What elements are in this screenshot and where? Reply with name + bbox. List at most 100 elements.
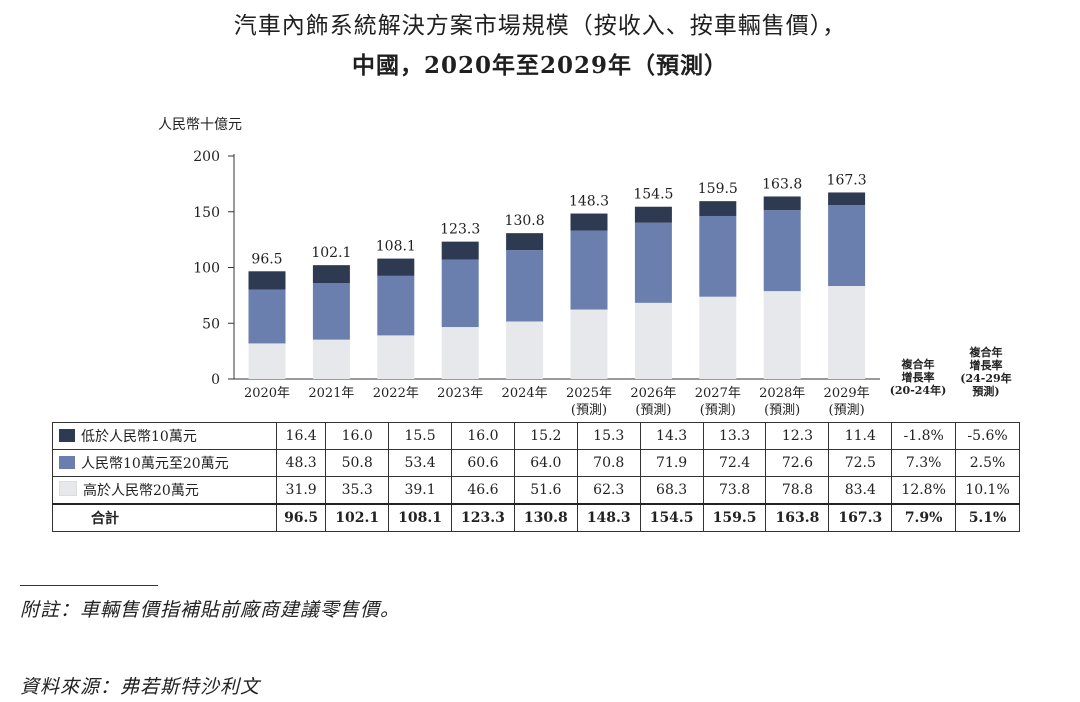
total-label-1: 102.1 [311,245,351,261]
cagr-cell-2: 2.5% [955,449,1020,477]
bar-segment-1-9 [828,205,866,287]
table-cell-1: 102.1 [325,503,390,532]
table-cell-9: 83.4 [828,476,893,505]
table-cell-0: 16.4 [275,422,327,450]
table-cell-6: 71.9 [639,449,704,477]
table-cell-5: 15.3 [576,422,641,450]
chart-title-line1: 汽車內飾系統解決方案市場規模（按收入、按車輛售價）， [233,13,847,39]
stacked-bar-chart: 0 50 100 150 200 96.5 2020年 102.1 2021年 108.1 2022… [193,149,880,418]
footnote-rule [20,585,158,586]
bar-segment-2-3 [441,241,479,260]
table-cell-1: 16.0 [325,422,390,450]
cagr-header-2024-2029-line-1: 複合年 [969,346,1003,359]
bar-segment-1-1 [312,282,350,340]
total-label-9: 167.3 [827,172,867,188]
bar-segment-0-6 [634,302,672,379]
total-label-5: 148.3 [569,194,609,210]
cagr-header-2020-2024: 複合年 增長率 (20-24年) [882,358,954,397]
legend-swatch [59,456,75,469]
y-axis-unit-label: 人民幣十億元 [158,117,242,133]
cagr-cell-2: -5.6% [955,422,1020,450]
cagr-header-2024-2029-line-3: (24-29年 [960,372,1012,385]
table-cell-4: 51.6 [513,476,578,505]
bar-segment-0-3 [441,327,479,379]
legend-swatch [59,429,75,442]
bar-segment-2-1 [312,265,350,283]
chart-title-line2: 中國，2020年至2029年（預測） [351,52,729,79]
row-label-text: 人民幣10萬元至20萬元 [81,456,229,472]
row-label: 低於人民幣10萬元 [52,422,277,450]
table-cell-3: 16.0 [451,422,515,450]
table-cell-7: 159.5 [702,503,767,532]
total-label-6: 154.5 [633,187,673,203]
table-row: 人民幣10萬元至20萬元 48.3 50.8 53.4 60.6 64.0 70.8 71.9… [52,449,1020,477]
bar-segment-1-3 [441,259,479,328]
bar-segment-0-8 [763,291,801,379]
table-cell-2: 15.5 [388,422,453,450]
y-tick-label-0: 0 [211,372,220,388]
table-cell-3: 60.6 [451,449,515,477]
x-tick-sublabel-9: (預測) [829,403,865,418]
cagr-header-2024-2029-line-2: 增長率 [969,359,1003,372]
bar-segment-0-7 [699,296,737,379]
table-cell-2: 39.1 [388,476,453,505]
table-cell-7: 73.8 [702,476,767,505]
table-cell-5: 62.3 [576,476,641,505]
table-cell-5: 148.3 [576,503,641,532]
x-tick-sublabel-8: (預測) [764,403,800,418]
bar-segment-2-8 [763,196,801,211]
bar-segment-0-1 [312,339,350,379]
table-cell-6: 68.3 [639,476,704,505]
x-tick-label-4: 2024年 [502,386,548,401]
bar-segment-2-5 [570,213,608,231]
footnote-text: 附註：車輛售價指補貼前廠商建議零售價。 [20,599,401,621]
table-cell-2: 53.4 [388,449,453,477]
row-label-text: 高於人民幣20萬元 [83,483,199,499]
table-cell-0: 48.3 [275,449,327,477]
table-cell-7: 72.4 [702,449,767,477]
x-tick-sublabel-6: (預測) [635,403,671,418]
bar-segment-2-0 [248,271,286,290]
bar-segment-1-2 [377,275,415,336]
table-row: 低於人民幣10萬元 16.4 16.0 15.5 16.0 15.2 15.3 14.3 13.… [52,422,1020,450]
cagr-cell-2: 10.1% [955,476,1020,505]
x-tick-label-7: 2027年 [695,386,741,401]
data-table: 低於人民幣10萬元 16.4 16.0 15.5 16.0 15.2 15.3 14.3 13.… [52,422,1020,532]
table-cell-1: 50.8 [325,449,390,477]
y-tick-label-100: 100 [193,261,220,277]
bar-segment-1-0 [248,289,286,344]
total-label-4: 130.8 [505,213,545,229]
table-total-row: 合計 96.5 102.1 108.1 123.3 130.8 148.3 154.5 159.… [52,503,1020,532]
x-tick-label-6: 2026年 [630,386,676,401]
bar-segment-0-9 [828,286,866,379]
x-tick-label-0: 2020年 [244,386,290,401]
cagr-cell-1: 7.3% [891,449,957,477]
x-tick-label-8: 2028年 [759,386,805,401]
table-cell-4: 64.0 [513,449,578,477]
bar-segment-2-4 [506,233,544,251]
cagr-cell-2: 5.1% [955,503,1020,532]
total-label-2: 108.1 [376,238,416,254]
bar-segment-2-2 [377,258,415,276]
bar-segment-1-8 [763,210,801,292]
table-cell-0: 31.9 [275,476,327,505]
bar-segment-0-4 [506,321,544,379]
x-tick-sublabel-7: (預測) [700,403,736,418]
cagr-cell-1: -1.8% [891,422,957,450]
cagr-header-2020-2024-line-3: (20-24年) [889,384,947,397]
x-tick-label-3: 2023年 [437,386,483,401]
bar-segment-2-9 [828,192,866,206]
cagr-header-2024-2029-line-4: 預測) [972,385,1000,398]
table-cell-7: 13.3 [702,422,767,450]
table-cell-4: 130.8 [513,503,578,532]
table-cell-9: 72.5 [828,449,893,477]
row-label: 人民幣10萬元至20萬元 [52,449,277,477]
total-label-3: 123.3 [440,222,480,238]
total-label-0: 96.5 [251,251,282,267]
bar-segment-1-4 [506,250,544,322]
table-cell-8: 163.8 [765,503,830,532]
table-cell-8: 78.8 [765,476,830,505]
row-label: 合計 [52,503,277,532]
x-tick-label-1: 2021年 [308,386,354,401]
cagr-cell-1: 7.9% [891,503,957,532]
